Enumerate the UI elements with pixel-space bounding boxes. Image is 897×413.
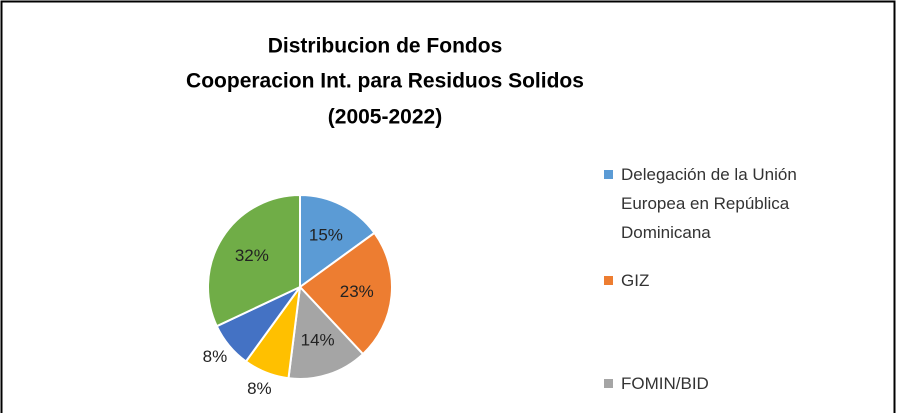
chart-title: Distribucion de Fondos [268, 35, 503, 58]
legend-swatch [604, 379, 613, 388]
pie-slice [207, 193, 301, 328]
legend-label: Delegación de la Unión Europea en Repúbl… [621, 165, 797, 242]
pie-slice [287, 284, 365, 380]
chart-title: (2005-2022) [328, 106, 442, 129]
legend-swatch [604, 276, 613, 285]
data-label: 14% [301, 331, 335, 350]
legend-label: GIZ [621, 271, 650, 290]
legend-entry: FOMIN/BID [604, 369, 864, 398]
pie-slice [299, 193, 376, 289]
legend-swatch [604, 170, 613, 179]
legend-entry: Delegación de la Unión Europea en Repúbl… [604, 160, 864, 247]
legend-label: FOMIN/BID [621, 374, 709, 393]
pie-slice [298, 231, 393, 356]
legend-entry: GIZ [604, 266, 864, 295]
data-label: 15% [309, 226, 343, 245]
data-label: 23% [340, 282, 374, 301]
chart-title: Cooperacion Int. para Residuos Solidos [186, 70, 584, 93]
data-label: 8% [203, 347, 228, 366]
data-label: 8% [247, 379, 272, 398]
data-label: 32% [235, 246, 269, 265]
